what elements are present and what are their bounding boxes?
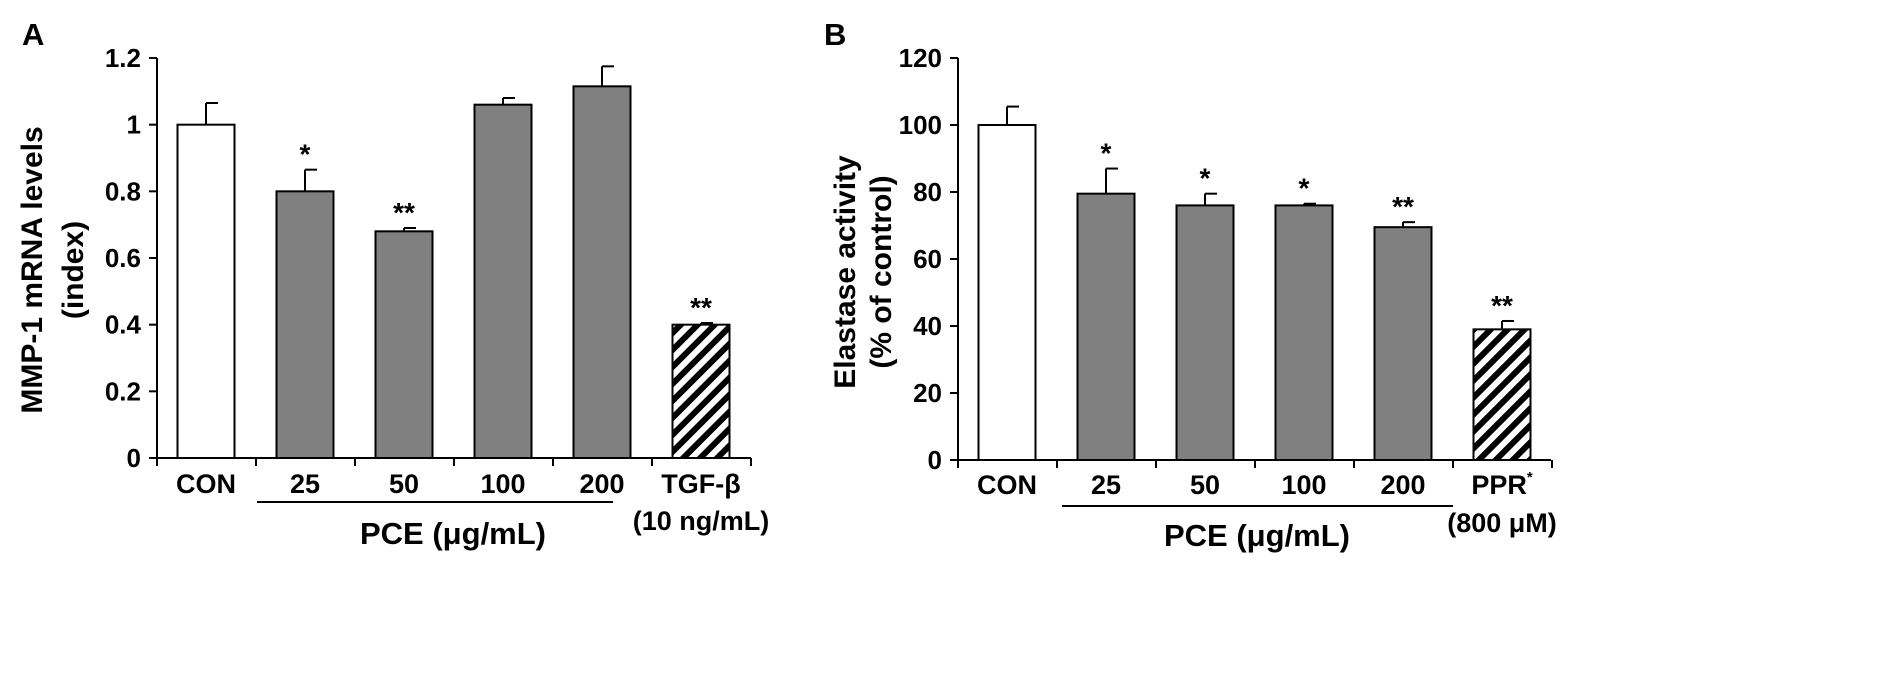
- x-category-label: 50: [1190, 470, 1220, 500]
- x-category-label-text: 50: [1190, 470, 1220, 500]
- x-category-label: 200: [1380, 470, 1425, 500]
- x-category-label-text: 25: [1091, 470, 1121, 500]
- y-axis-label-line-1: Elastase activity: [829, 155, 862, 389]
- panel-letter: B: [824, 17, 846, 52]
- bar: [1472, 328, 1532, 461]
- bar: [473, 103, 533, 460]
- x-category-label: 200: [579, 469, 624, 499]
- y-tick-label: 0.6: [105, 243, 141, 273]
- y-tick-label: 0.4: [105, 310, 142, 340]
- y-tick-label: 120: [899, 43, 942, 73]
- significance-mark: **: [1491, 290, 1513, 321]
- x-category-superscript: *: [1527, 469, 1533, 486]
- x-category-label-text: 50: [389, 469, 419, 499]
- significance-mark: *: [1101, 138, 1112, 169]
- x-category-label: CON: [176, 469, 236, 499]
- x-category-label: 100: [480, 469, 525, 499]
- y-tick-label: 40: [913, 311, 942, 341]
- bar: [374, 230, 434, 459]
- x-category-label-text: 100: [480, 469, 525, 499]
- x-category-label-text: TGF-β: [661, 469, 740, 499]
- bar: [1076, 192, 1136, 462]
- y-axis-label-line-1: MMP-1 mRNA levels: [16, 126, 49, 413]
- y-tick-label: 60: [913, 244, 942, 274]
- group-label: PCE (μg/mL): [360, 516, 546, 551]
- panel-letter: A: [22, 17, 44, 52]
- y-tick-label: 1: [127, 110, 141, 140]
- x-category-sublabel: (10 ng/mL): [633, 506, 770, 536]
- y-tick-label: 0.8: [105, 176, 141, 206]
- x-category-sublabel: (800 μM): [1447, 508, 1557, 538]
- x-category-label: 50: [389, 469, 419, 499]
- bar: [1175, 204, 1235, 461]
- x-category-label-text: 200: [1380, 470, 1425, 500]
- bar: [1274, 204, 1334, 461]
- group-label: PCE (μg/mL): [1164, 518, 1350, 553]
- x-category-label: CON: [977, 470, 1037, 500]
- y-tick-label: 80: [913, 177, 942, 207]
- x-category-label: 25: [290, 469, 320, 499]
- x-category-label: 25: [1091, 470, 1121, 500]
- x-category-label: PPR*: [1471, 469, 1533, 500]
- y-axis-label-line-2: (index): [57, 221, 90, 319]
- x-category-label: 100: [1281, 470, 1326, 500]
- significance-mark: **: [393, 197, 415, 228]
- y-tick-label: 1.2: [105, 43, 141, 73]
- x-category-label-text: CON: [977, 470, 1037, 500]
- x-category-label-text: 25: [290, 469, 320, 499]
- y-axis-label-line-2: (% of control): [865, 175, 898, 368]
- bar: [671, 323, 731, 459]
- bar: [275, 190, 335, 459]
- y-tick-label: 0.2: [105, 376, 141, 406]
- y-tick-label: 20: [913, 378, 942, 408]
- y-tick-label: 0: [127, 443, 141, 473]
- x-category-label-text: 200: [579, 469, 624, 499]
- significance-mark: **: [1392, 191, 1414, 222]
- x-category-label: TGF-β: [661, 469, 740, 499]
- x-category-label-text: PPR: [1471, 470, 1527, 500]
- significance-mark: *: [300, 139, 311, 170]
- bar: [572, 85, 632, 459]
- significance-mark: *: [1299, 173, 1310, 204]
- x-category-label-text: 100: [1281, 470, 1326, 500]
- bar: [977, 124, 1037, 461]
- x-category-label-text: CON: [176, 469, 236, 499]
- y-tick-label: 100: [899, 110, 942, 140]
- bar: [1373, 226, 1433, 461]
- bar: [176, 123, 236, 460]
- significance-mark: **: [690, 292, 712, 323]
- significance-mark: *: [1200, 163, 1211, 194]
- y-tick-label: 0: [928, 445, 942, 475]
